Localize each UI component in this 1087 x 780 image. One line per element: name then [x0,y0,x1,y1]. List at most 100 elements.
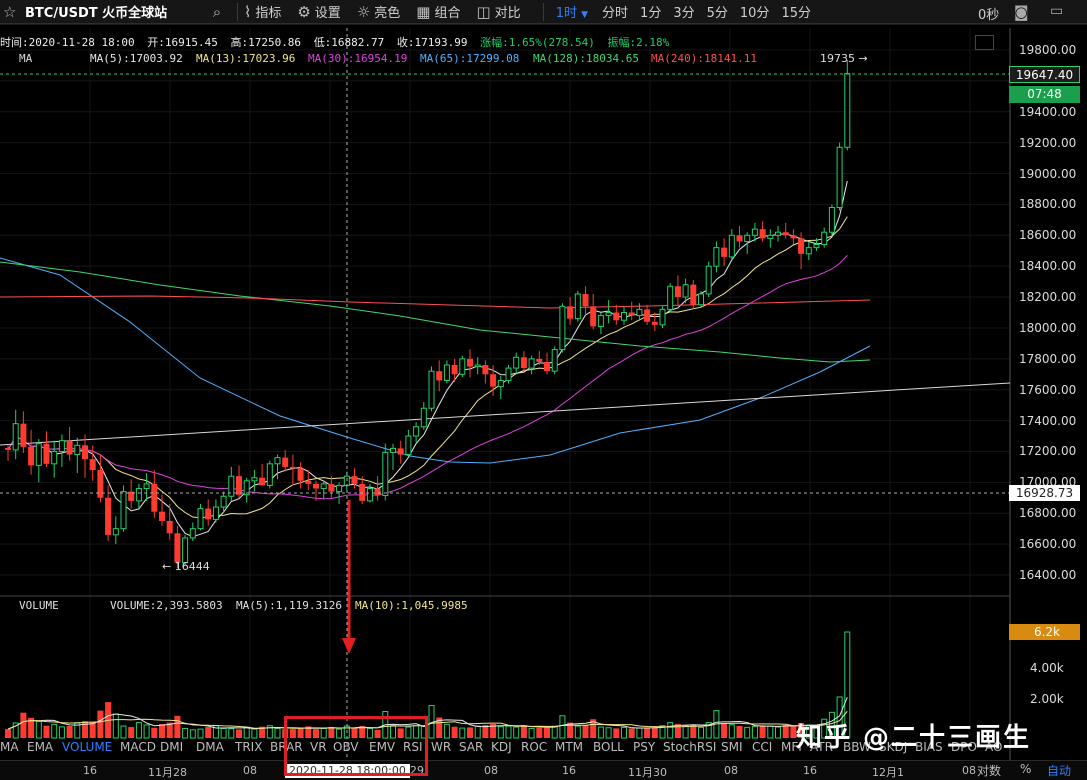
period-3m[interactable]: 3分 [673,6,695,21]
ohlc-low: 低:16882.77 [313,36,385,49]
volume-bar [336,728,343,739]
time-label: 16 [803,764,817,777]
candle-body [651,321,658,325]
volume-bar [328,727,335,738]
star-outline-icon[interactable]: ☆ [3,2,17,21]
candle-body [790,235,797,239]
price-axis-label: 17200.00 [1019,444,1077,459]
volume-bar [12,722,19,739]
candle-body [112,528,119,536]
auto-scale-toggle[interactable]: 自动 [1047,764,1072,778]
indicator-tab-roc[interactable]: ROC [521,740,548,754]
layout-combo-button[interactable]: ▦ 组合 [416,2,460,22]
indicator-tab-dmi[interactable]: DMI [160,740,184,754]
candle-body [644,309,651,322]
volume-bar [528,727,535,739]
period-5m[interactable]: 5分 [706,6,728,21]
candle-body [590,306,597,327]
indicator-tab-boll[interactable]: BOLL [593,740,624,754]
volume-bar [35,721,42,739]
settings-button-label: 设置 [314,6,341,21]
candle-body [520,357,527,369]
indicator-tab-cci[interactable]: CCI [752,740,773,754]
log-scale-toggle[interactable]: 对数 [977,764,1002,778]
time-axis: 16 11月28 08 29 08 16 11月30 08 16 12月1 08… [0,760,1087,780]
candle-body [212,506,219,520]
indicator-tab-dpo[interactable]: DPO [951,740,977,754]
period-timeline[interactable]: 分时 [602,6,629,21]
period-10m[interactable]: 10分 [739,6,770,21]
indicator-tab-bbw[interactable]: BBW [843,740,871,754]
time-label: 16 [562,764,576,777]
indicator-tab-obv[interactable]: OBV [333,740,359,754]
settings-button[interactable]: ⚙ 设置 [297,2,341,22]
candle-body [374,488,381,496]
indicator-button[interactable]: ⌇ 指标 [244,2,282,22]
volume-bar [751,725,758,739]
interval-select[interactable]: 1时 ▼ [556,2,588,21]
ohlc-close: 收:17193.99 [396,36,468,49]
camera-icon[interactable]: ◙ [1014,3,1029,21]
volume-value: VOLUME:2,393.5803 [110,599,223,612]
candle-body [390,447,396,453]
volume-bar [58,726,65,739]
indicator-tab-smi[interactable]: SMI [721,740,743,754]
price-axis-label: 16400.00 [1019,568,1077,582]
indicator-button-label: 指标 [255,6,282,21]
candle-body [459,358,466,375]
indicator-tab-psy[interactable]: PSY [633,740,656,754]
candle-body [528,358,535,369]
gear-icon: ⚙ [297,2,311,21]
indicator-tab-ema[interactable]: EMA [27,740,54,754]
indicator-tab-sar[interactable]: SAR [459,740,484,754]
candle-body [328,483,335,492]
candle-body [736,235,743,242]
candle-body [413,426,420,437]
light-theme-button[interactable]: ☼ 亮色 [357,2,400,22]
maximize-icon[interactable]: ▭ [1050,3,1064,19]
indicator-tab-macd[interactable]: MACD [120,740,156,754]
candle-body [705,265,712,295]
candle-body [282,457,289,467]
indicator-tab-dma[interactable]: DMA [196,740,224,754]
volume-bar [536,727,543,738]
period-15m[interactable]: 15分 [781,6,811,21]
indicator-tab-emv[interactable]: EMV [369,740,396,754]
symbol-title[interactable]: BTC/USDT 火币全球站 [25,6,168,21]
candle-body [135,488,142,502]
indicator-tab-ma[interactable]: MA [0,740,19,754]
indicator-tab-volume[interactable]: VOLUME [62,740,113,754]
indicator-tab-wr[interactable]: WR [431,740,452,754]
search-icon[interactable]: ⌕ [212,2,222,21]
candlesticks [5,60,851,569]
volume-bar [467,727,473,738]
percent-scale-toggle[interactable]: % [1020,762,1032,776]
candle-body [574,293,581,320]
indicator-tab-mfi[interactable]: MFI [781,740,802,754]
period-1m[interactable]: 1分 [640,6,662,21]
volume-bar [474,725,481,739]
ohlc-high: 高:17250.86 [230,36,302,49]
candle-body [513,356,520,369]
indicator-tab-skdj[interactable]: SKDJ [879,740,908,754]
indicator-tab-ao[interactable]: AO [985,740,1003,754]
compare-button[interactable]: ◫ 对比 [476,2,520,22]
indicator-tab-vr[interactable]: VR [310,740,327,754]
candle-body [621,312,627,321]
indicator-tab-trix[interactable]: TRIX [235,740,263,754]
indicator-tab-atr[interactable]: ATR [810,740,833,754]
crosshair-price-tag: 16928.73 [1009,485,1080,501]
indicator-tab-rsi[interactable]: RSI [403,740,423,754]
indicator-tab-stochrsi[interactable]: StochRSI [663,740,717,754]
ma128-line [0,261,871,363]
candle-body [636,308,643,317]
volume-bar [143,724,150,739]
indicator-tab-mtm[interactable]: MTM [555,740,584,754]
indicator-tab-kdj[interactable]: KDJ [491,740,512,754]
indicator-tab-bias[interactable]: BIAS [915,740,943,754]
legend-toggle-box[interactable] [975,35,994,50]
volume-bar [582,725,589,738]
session-high-label: 19735 → [820,52,868,65]
volume-ma10: MA(10):1,045.9985 [355,599,468,612]
